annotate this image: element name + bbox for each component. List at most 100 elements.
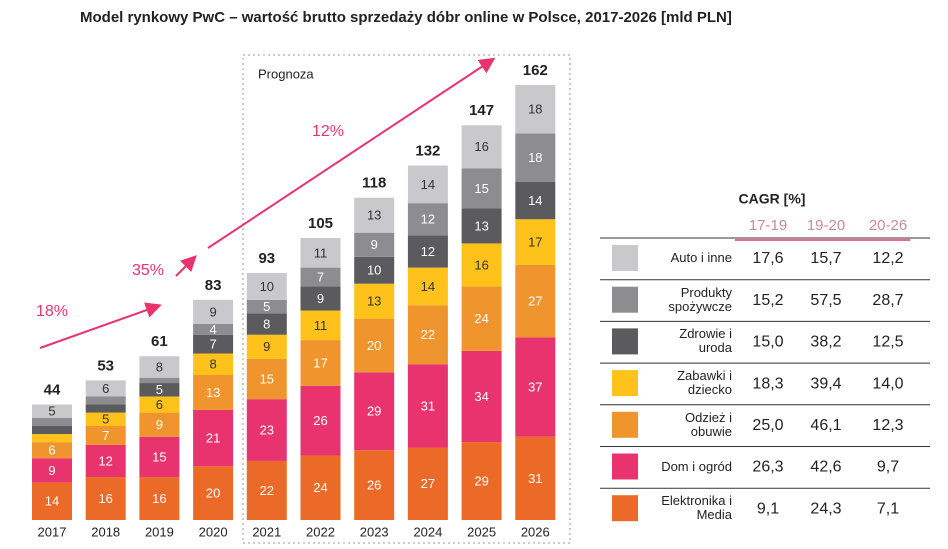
legend-label: Dom i ogród xyxy=(661,458,732,474)
x-tick-label: 2025 xyxy=(467,524,496,539)
legend-label: Auto i inne xyxy=(670,250,732,265)
x-tick-label: 2026 xyxy=(521,524,550,539)
data-label: 16 xyxy=(152,491,166,506)
data-label: 11 xyxy=(314,318,328,333)
cagr-value: 38,2 xyxy=(810,334,841,351)
bar-segment xyxy=(85,404,126,413)
bar-segment xyxy=(193,466,234,520)
bar-segment xyxy=(85,396,126,405)
data-label: 26 xyxy=(367,478,381,493)
legend-swatch xyxy=(612,370,638,397)
data-label: 13 xyxy=(206,385,220,400)
total-label: 162 xyxy=(523,62,548,79)
data-label: 16 xyxy=(98,491,112,506)
data-label: 9 xyxy=(371,237,378,252)
cagr-value: 15,7 xyxy=(810,250,841,267)
x-tick-label: 2021 xyxy=(252,524,281,539)
data-label: 8 xyxy=(209,357,216,372)
data-label: 10 xyxy=(367,263,381,278)
growth-label: 12% xyxy=(312,123,344,140)
bar-segment xyxy=(193,334,234,354)
bar-segment xyxy=(354,283,395,319)
data-label: 9 xyxy=(156,417,163,432)
data-label: 7 xyxy=(209,337,216,352)
legend-swatch xyxy=(612,453,638,480)
bar-segment xyxy=(139,396,180,413)
data-label: 31 xyxy=(528,471,542,486)
legend-swatch xyxy=(612,495,638,522)
data-label: 27 xyxy=(421,476,435,491)
bar-segment xyxy=(32,426,72,435)
data-label: 22 xyxy=(421,327,435,342)
bar-segment xyxy=(300,385,341,456)
cagr-value: 14,0 xyxy=(872,375,903,392)
cagr-period: 17-19 xyxy=(749,217,787,234)
cagr-value: 46,1 xyxy=(810,417,841,434)
data-label: 13 xyxy=(474,218,488,233)
bar-segment xyxy=(354,318,395,373)
cagr-value: 12,3 xyxy=(872,417,903,434)
bar-segment xyxy=(407,267,448,306)
bar-segment xyxy=(193,409,234,467)
total-label: 132 xyxy=(415,143,440,160)
data-label: 5 xyxy=(156,382,163,397)
bar-segment xyxy=(300,310,341,341)
bar-segment xyxy=(300,267,341,287)
bar-segment xyxy=(193,353,234,375)
bar-segment xyxy=(515,337,556,437)
cagr-value: 15,0 xyxy=(752,334,783,351)
legend-swatch xyxy=(612,286,638,313)
growth-label: 18% xyxy=(36,303,68,320)
bar-segment xyxy=(461,286,502,351)
bar-segment xyxy=(246,358,287,400)
cagr-value: 39,4 xyxy=(810,375,841,392)
data-label: 14 xyxy=(421,177,435,192)
bar-segment xyxy=(300,286,341,311)
bar-segment xyxy=(461,125,502,169)
bar-segment xyxy=(246,299,287,314)
data-label: 8 xyxy=(156,359,163,374)
growth-arrow xyxy=(175,255,197,277)
legend-swatch xyxy=(612,328,638,355)
data-label: 21 xyxy=(206,431,220,446)
cagr-value: 42,6 xyxy=(810,459,841,476)
legend-swatch xyxy=(612,245,638,271)
cagr-value: 15,2 xyxy=(752,292,783,309)
data-label: 17 xyxy=(313,355,327,370)
bar-segment xyxy=(407,235,448,268)
data-label: 23 xyxy=(260,422,274,437)
cagr-value: 12,2 xyxy=(872,250,903,267)
bar-segment xyxy=(32,482,72,520)
data-label: 16 xyxy=(474,257,488,272)
data-label: 9 xyxy=(263,339,270,354)
bar-segment xyxy=(85,444,126,478)
bar-segment xyxy=(461,442,502,520)
bar-segment xyxy=(246,399,287,461)
cagr-value: 7,1 xyxy=(877,500,899,517)
data-label: 5 xyxy=(263,299,270,314)
x-tick-label: 2024 xyxy=(413,524,442,539)
x-tick-label: 2022 xyxy=(306,524,335,539)
cagr-value: 57,5 xyxy=(810,292,841,309)
legend-swatch xyxy=(612,411,638,438)
bar-segment xyxy=(85,426,126,445)
bar-segment xyxy=(246,334,287,359)
bar-segment xyxy=(407,165,448,204)
data-label: 5 xyxy=(48,404,55,419)
bar-segment xyxy=(246,460,287,520)
forecast-box xyxy=(242,54,571,544)
total-label: 105 xyxy=(308,215,333,232)
data-label: 13 xyxy=(367,208,381,223)
data-label: 18 xyxy=(528,102,542,117)
total-label: 44 xyxy=(44,382,61,399)
data-label: 9 xyxy=(317,291,324,306)
legend-label: Produkty spożywcze xyxy=(668,284,732,314)
cagr-value: 17,6 xyxy=(752,250,783,267)
bar-segment xyxy=(32,442,72,459)
cagr-period: 20-26 xyxy=(869,217,907,234)
data-label: 5 xyxy=(102,412,109,427)
data-label: 12 xyxy=(421,244,435,259)
growth-arrow xyxy=(207,57,496,249)
cagr-value: 26,3 xyxy=(752,459,783,476)
x-tick-label: 2023 xyxy=(360,524,389,539)
